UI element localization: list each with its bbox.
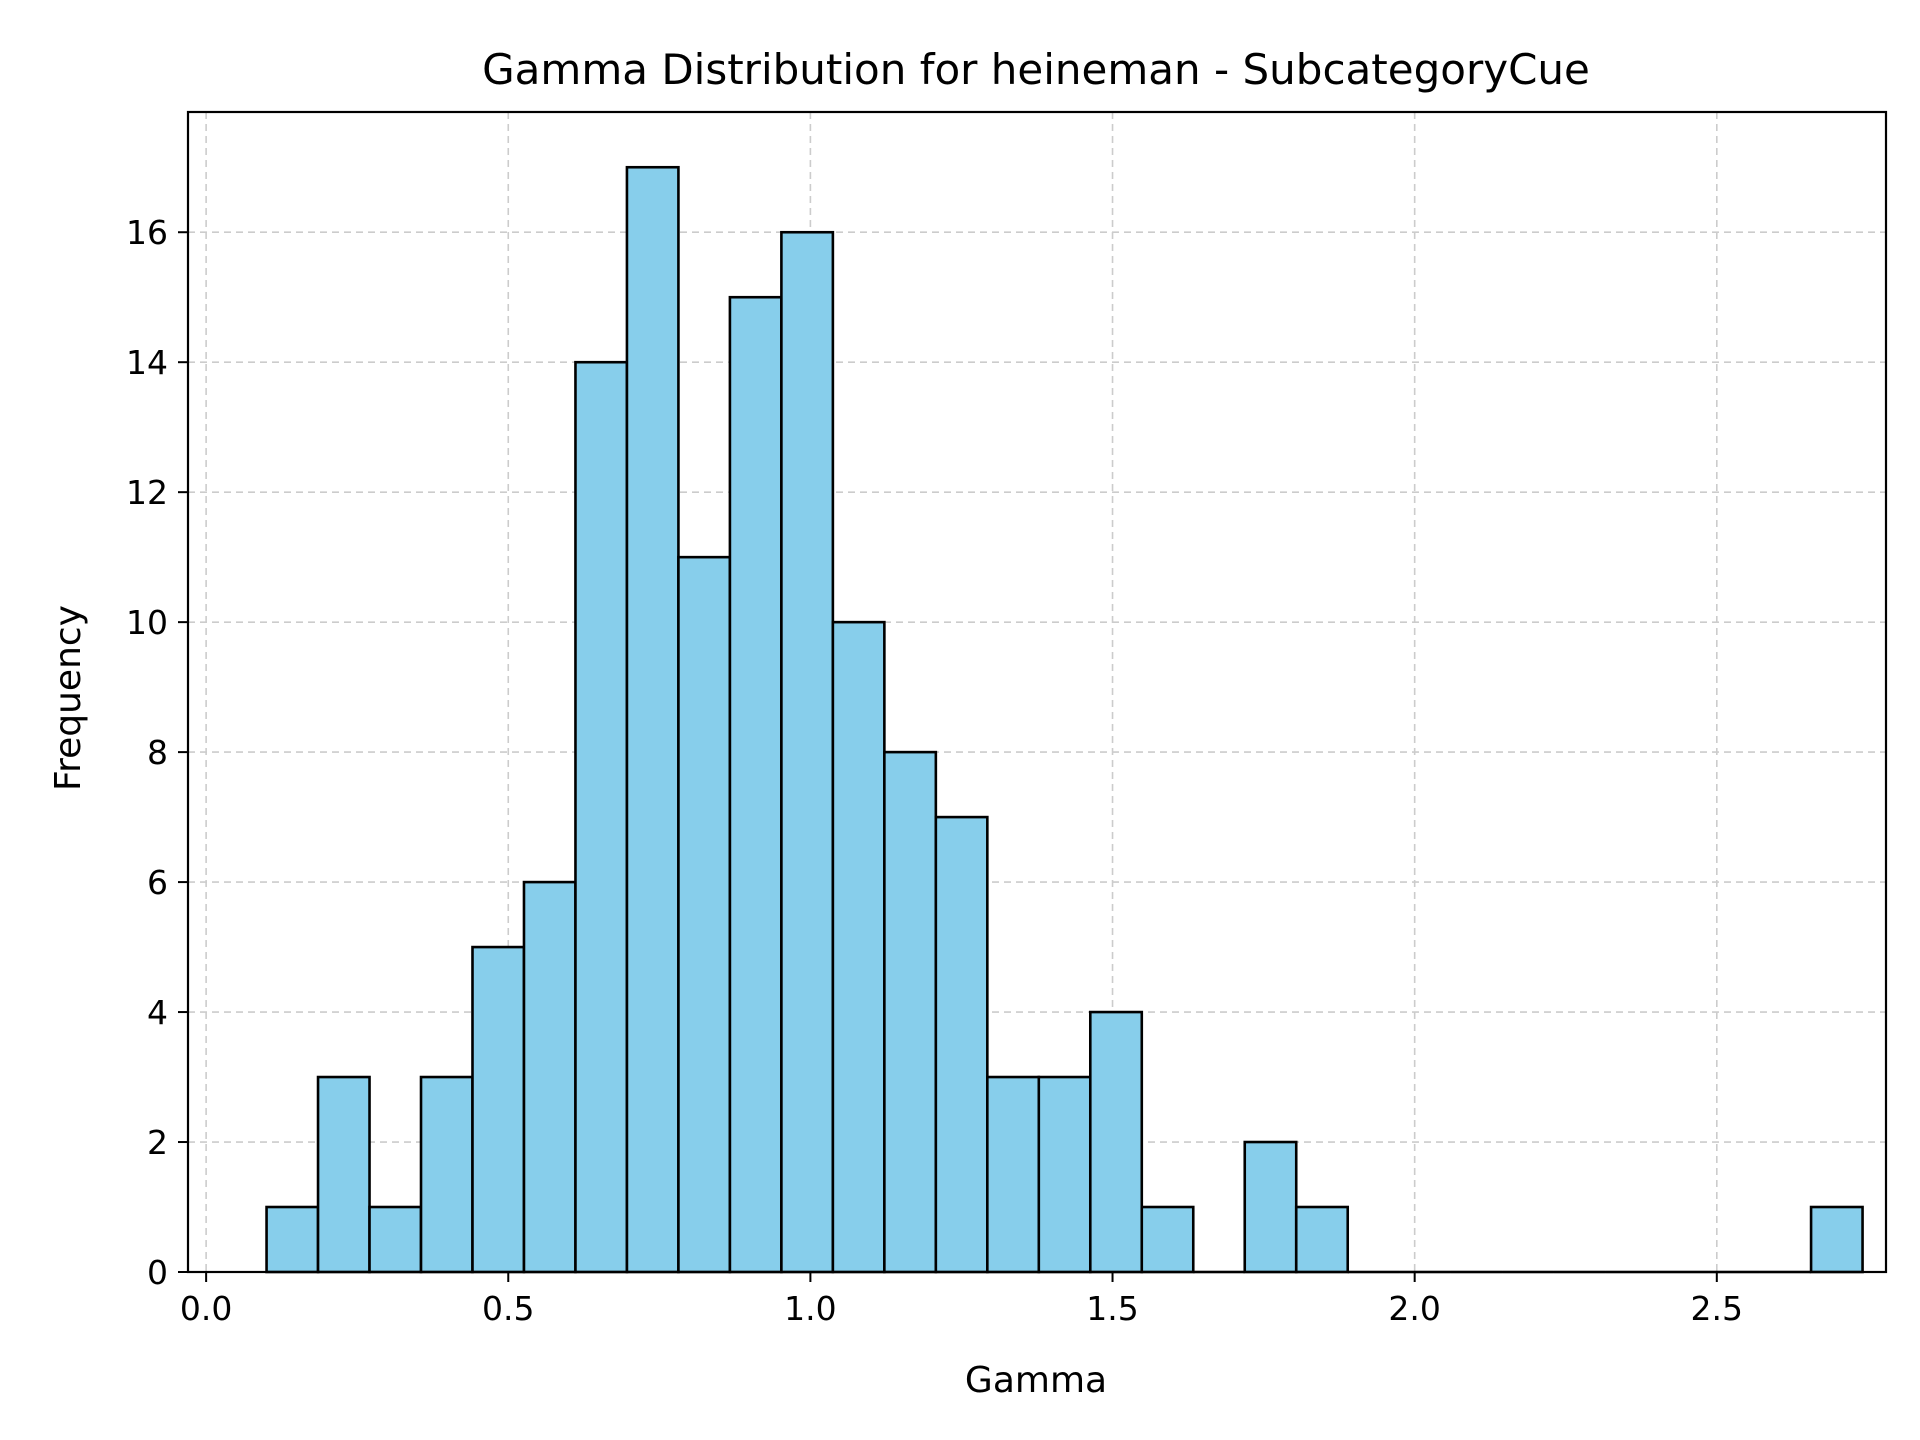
- x-tick-label: 1.5: [1086, 1289, 1138, 1328]
- x-axis-ticks: 0.0 0.5 1.0 1.5 2.0 2.5: [180, 1272, 1743, 1328]
- histogram-bar: [986, 1075, 1041, 1274]
- histogram-bar: [1809, 1205, 1864, 1274]
- histogram-bar: [1243, 1140, 1298, 1274]
- histogram-bar: [728, 295, 783, 1274]
- y-axis-label: Frequency: [48, 605, 89, 791]
- histogram-bar: [780, 230, 835, 1274]
- y-axis-ticks: 0 2 4 6 8 10 12 14 16: [126, 213, 188, 1292]
- x-tick-label: 0.0: [180, 1289, 232, 1328]
- y-tick-label: 0: [147, 1253, 168, 1292]
- y-tick-label: 6: [147, 863, 168, 902]
- chart-title: Gamma Distribution for heineman - Subcat…: [482, 45, 1590, 94]
- histogram-bar: [574, 360, 629, 1274]
- histogram-bar: [368, 1205, 423, 1274]
- y-tick-label: 4: [147, 993, 168, 1032]
- histogram-bar: [471, 945, 526, 1274]
- x-tick-label: 2.0: [1388, 1289, 1440, 1328]
- histogram-bar: [677, 555, 732, 1274]
- histogram-bar: [522, 880, 577, 1274]
- x-tick-label: 0.5: [482, 1289, 534, 1328]
- histogram-bar: [625, 165, 680, 1274]
- x-tick-label: 2.5: [1691, 1289, 1743, 1328]
- histogram-bar: [1140, 1205, 1195, 1274]
- y-tick-label: 14: [126, 343, 168, 382]
- y-tick-label: 16: [126, 213, 168, 252]
- y-tick-label: 8: [147, 733, 168, 772]
- y-tick-label: 10: [126, 603, 168, 642]
- histogram-bar: [1088, 1010, 1144, 1274]
- histogram-bar: [934, 815, 989, 1274]
- x-axis-label: Gamma: [965, 1360, 1107, 1401]
- histogram-bar: [1037, 1075, 1092, 1274]
- histogram-bars: [265, 165, 1864, 1274]
- y-tick-label: 12: [126, 473, 168, 512]
- histogram-bar: [1294, 1205, 1350, 1274]
- histogram-bar: [265, 1205, 320, 1274]
- histogram-bar: [316, 1075, 371, 1274]
- histogram-bar: [831, 620, 886, 1274]
- y-tick-label: 2: [147, 1123, 168, 1162]
- plot-frame: [186, 110, 1888, 1274]
- histogram-bar: [419, 1075, 474, 1274]
- histogram-bar: [883, 750, 938, 1274]
- x-tick-label: 1.0: [784, 1289, 836, 1328]
